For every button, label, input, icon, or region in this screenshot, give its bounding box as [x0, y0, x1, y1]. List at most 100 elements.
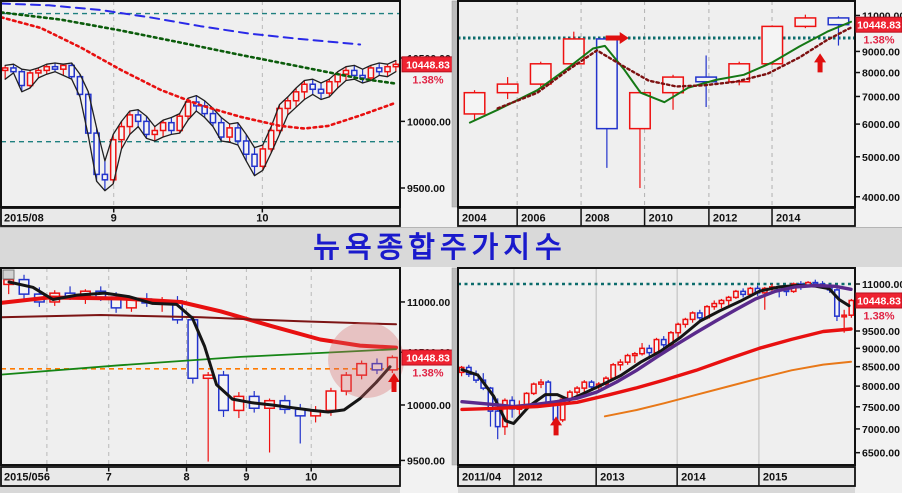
y-tick-label: 11000.00	[407, 297, 450, 309]
up-arrow-annotation	[814, 53, 827, 73]
current-price-value: 10448.83	[406, 59, 450, 71]
candle-body	[51, 65, 59, 70]
x-axis-strip	[457, 466, 856, 487]
change-percent: 1.38%	[412, 74, 443, 86]
candle-body	[168, 121, 175, 132]
up-arrow-annotation	[388, 373, 401, 393]
x-tick-label: 10	[256, 213, 268, 225]
current-price-value: 10448.83	[857, 20, 901, 32]
window-restore-icon[interactable]	[2, 269, 15, 280]
candle-body	[43, 65, 51, 72]
candle-body	[226, 127, 233, 138]
x-axis-strip	[0, 207, 401, 227]
candle-body	[463, 91, 486, 115]
candle-body	[18, 70, 26, 87]
y-tick-label: 4000.00	[862, 192, 900, 204]
x-tick-label: 8	[183, 472, 189, 484]
plot-border	[0, 267, 401, 466]
candle-body	[276, 107, 283, 132]
ma-maroon-dotted	[496, 26, 853, 110]
candle-body	[340, 374, 352, 392]
candle-body	[545, 381, 552, 404]
y-tick-label: 9500.00	[862, 326, 900, 338]
x-tick-label: 10	[305, 472, 317, 484]
ma-green-dotted	[0, 11, 398, 85]
y-tick-label: 8000.00	[862, 68, 900, 80]
yearly-chart-plot-area[interactable]	[458, 1, 855, 207]
axis-label-column	[400, 267, 458, 493]
ma-purple	[460, 283, 853, 409]
candle-body	[794, 17, 817, 28]
candle-body	[610, 364, 617, 379]
candle-body	[371, 362, 383, 371]
daily-chart: 10500.0010000.009500.0010448.831.38%2015…	[0, 0, 455, 227]
x-tick-label: 7	[106, 472, 112, 484]
y-tick-label: 7500.00	[862, 402, 900, 414]
candle-body	[1, 67, 9, 72]
candle-body	[159, 121, 167, 132]
x-cell-label: 2008	[585, 213, 609, 225]
y-tick-label: 10000.00	[407, 116, 451, 128]
candle-body	[233, 395, 245, 412]
y-tick-label: 8000.00	[862, 381, 900, 393]
weekly-chart-plot-area[interactable]	[1, 268, 400, 465]
yearly-chart: 11000.009000.008000.007000.006000.005000…	[451, 0, 902, 227]
candle-body	[761, 25, 784, 65]
price-envelope-low	[4, 71, 397, 192]
candle-body	[251, 153, 258, 168]
y-tick-label: 6000.00	[862, 119, 900, 131]
candle-body	[740, 290, 747, 296]
x-axis-strip	[0, 466, 401, 487]
x-cell-label: 2015	[763, 472, 787, 484]
candle-body	[367, 67, 375, 79]
right-arrow-annotation	[605, 32, 629, 45]
candle-body	[588, 381, 595, 388]
candle-body	[639, 347, 646, 355]
candle-body	[101, 173, 109, 181]
candle-body	[725, 296, 732, 302]
y-tick-label: 5000.00	[862, 152, 900, 164]
candle-body	[392, 63, 400, 68]
candle-body	[76, 75, 84, 96]
price-envelope-high	[4, 59, 397, 162]
candle-body	[718, 299, 725, 305]
current-price-value: 10448.83	[857, 295, 901, 307]
ma-green	[468, 20, 852, 124]
candle-body	[259, 148, 267, 168]
x-cell-label: 2013	[600, 472, 624, 484]
y-tick-label: 7000.00	[862, 424, 900, 436]
candle-body	[628, 91, 651, 130]
x-cell-label: 2006	[521, 213, 545, 225]
x-tick-label: 2015/08	[4, 213, 44, 225]
candle-body	[496, 83, 519, 94]
monthly-chart-plot-area[interactable]	[458, 268, 855, 465]
x-tick-label: 6	[44, 472, 50, 484]
candle-body	[317, 88, 325, 94]
candle-body	[301, 83, 308, 93]
y-tick-label: 11000.00	[862, 279, 902, 291]
candle-body	[711, 302, 718, 308]
candle-body	[732, 290, 739, 299]
current-price-value: 10448.83	[406, 353, 450, 365]
ma-green	[0, 348, 397, 376]
x-cell-label: 2010	[649, 213, 673, 225]
candle-body	[126, 114, 134, 128]
candle-body	[68, 64, 75, 78]
candle-body	[109, 138, 117, 181]
axis-label-column	[400, 0, 458, 227]
candle-body	[209, 112, 217, 124]
weekly-chart: 11000.0010500.0010000.009500.0010448.831…	[0, 267, 455, 487]
candle-body	[309, 83, 317, 91]
candle-body	[384, 65, 391, 73]
candle-body	[386, 356, 398, 371]
candle-body	[93, 132, 100, 176]
y-tick-label: 7000.00	[862, 91, 900, 103]
change-percent: 1.38%	[863, 310, 894, 322]
axis-label-column	[855, 0, 902, 227]
current-price-tag	[855, 16, 902, 33]
candle-body	[242, 140, 250, 156]
candle-body	[267, 129, 275, 150]
candle-body	[202, 374, 214, 380]
y-tick-label: 9000.00	[862, 46, 900, 58]
candle-body	[487, 387, 494, 412]
